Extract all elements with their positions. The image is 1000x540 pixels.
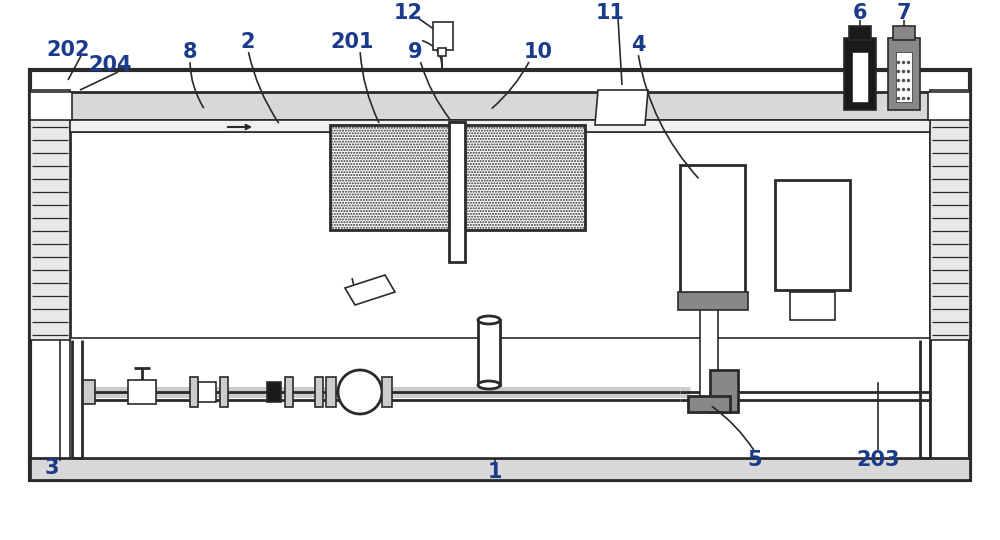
Text: 7: 7 bbox=[897, 3, 911, 23]
Bar bbox=[930, 90, 970, 340]
Bar bbox=[888, 38, 920, 110]
Text: 2: 2 bbox=[241, 32, 255, 52]
Bar bbox=[382, 377, 392, 407]
Bar bbox=[478, 320, 500, 385]
Bar bbox=[844, 38, 876, 110]
Bar bbox=[700, 308, 718, 400]
Bar bbox=[775, 180, 850, 290]
Bar bbox=[198, 382, 216, 402]
Bar bbox=[688, 396, 730, 412]
Bar bbox=[190, 377, 198, 407]
Text: 202: 202 bbox=[46, 40, 90, 60]
Ellipse shape bbox=[478, 316, 500, 324]
Bar bbox=[896, 52, 912, 102]
Bar bbox=[710, 370, 738, 412]
Bar bbox=[70, 120, 930, 340]
Text: 203: 203 bbox=[856, 450, 900, 470]
Bar bbox=[928, 92, 970, 120]
Polygon shape bbox=[345, 275, 395, 305]
Bar bbox=[30, 70, 970, 480]
Text: 201: 201 bbox=[330, 32, 374, 52]
Text: 6: 6 bbox=[853, 3, 867, 23]
Bar bbox=[83, 380, 95, 404]
Bar bbox=[220, 377, 228, 407]
Bar bbox=[128, 380, 156, 404]
Bar bbox=[438, 48, 446, 56]
Bar bbox=[70, 338, 930, 458]
Bar bbox=[893, 26, 915, 40]
Text: 9: 9 bbox=[408, 42, 422, 62]
Text: 3: 3 bbox=[45, 458, 59, 478]
Ellipse shape bbox=[478, 381, 500, 389]
Bar bbox=[285, 377, 293, 407]
Bar bbox=[267, 382, 281, 402]
Bar bbox=[30, 92, 72, 120]
Bar bbox=[30, 92, 970, 120]
Bar bbox=[790, 292, 835, 320]
Bar bbox=[433, 22, 453, 50]
Polygon shape bbox=[595, 90, 648, 125]
Text: 204: 204 bbox=[88, 55, 132, 75]
Bar bbox=[680, 165, 745, 295]
Text: 5: 5 bbox=[748, 450, 762, 470]
Text: 10: 10 bbox=[524, 42, 552, 62]
Bar bbox=[852, 52, 868, 102]
Bar bbox=[449, 122, 465, 262]
Bar bbox=[849, 26, 871, 40]
Bar bbox=[326, 377, 336, 407]
Bar bbox=[70, 120, 930, 132]
Text: 12: 12 bbox=[394, 3, 422, 23]
Text: 4: 4 bbox=[631, 35, 645, 55]
Bar bbox=[678, 292, 748, 310]
Bar bbox=[315, 377, 323, 407]
Text: 1: 1 bbox=[488, 462, 502, 482]
Bar bbox=[330, 125, 585, 230]
Bar bbox=[30, 458, 970, 480]
Bar bbox=[30, 90, 70, 340]
Circle shape bbox=[338, 370, 382, 414]
Text: 8: 8 bbox=[183, 42, 197, 62]
Text: 11: 11 bbox=[596, 3, 624, 23]
